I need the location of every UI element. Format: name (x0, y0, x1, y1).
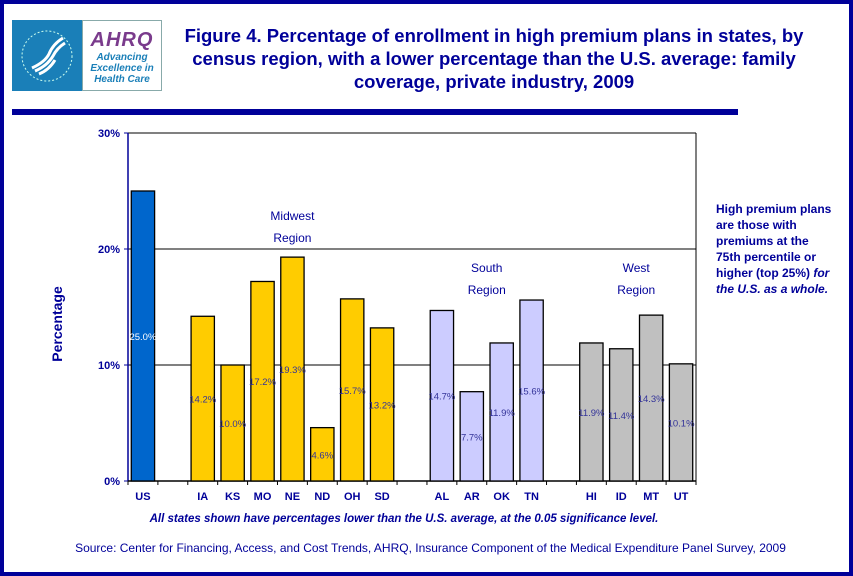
x-tick-label: SD (374, 491, 389, 503)
x-tick-label: MO (254, 491, 272, 503)
bar (130, 190, 156, 482)
data-label: 11.9% (489, 408, 516, 419)
hhs-eagle-icon (12, 20, 82, 91)
bar (519, 299, 544, 482)
region-label: Region (468, 283, 506, 297)
data-label: 19.3% (279, 365, 306, 376)
region-label: Region (273, 231, 311, 245)
bar (608, 348, 634, 482)
region-label: West (623, 261, 651, 275)
bar (638, 314, 664, 482)
bar (429, 309, 455, 482)
data-label: 13.2% (369, 400, 396, 411)
x-tick-label: MT (643, 491, 659, 503)
source-note: Source: Center for Financing, Access, an… (75, 541, 786, 555)
bar (310, 426, 335, 482)
bar (369, 327, 395, 482)
data-label: 4.6% (311, 450, 333, 461)
x-tick-label: OH (344, 491, 361, 503)
bar (280, 256, 305, 482)
data-label: 15.7% (339, 386, 366, 397)
x-tick-label: UT (674, 491, 689, 503)
x-tick-label: US (135, 491, 150, 503)
bar (459, 391, 485, 482)
region-label: South (471, 261, 502, 275)
bar (339, 298, 365, 482)
bar (668, 363, 694, 482)
footnote: All states shown have percentages lower … (149, 513, 659, 525)
data-label: 15.6% (518, 387, 545, 398)
data-label: 14.2% (189, 395, 216, 406)
y-tick-label: 0% (104, 476, 120, 488)
y-tick-label: 20% (98, 244, 120, 256)
header-divider (12, 109, 738, 115)
logo-brand: AHRQ (90, 29, 154, 51)
bar (250, 280, 275, 482)
x-tick-label: ID (616, 491, 627, 503)
x-tick-label: ND (314, 491, 330, 503)
data-label: 25.0% (129, 332, 156, 343)
bar (579, 342, 604, 482)
x-tick-label: KS (225, 491, 240, 503)
x-tick-label: OK (493, 491, 510, 503)
data-label: 10.1% (668, 418, 695, 429)
x-tick-label: AL (435, 491, 450, 503)
ahrq-logo: AHRQ Advancing Excellence in Health Care (12, 20, 162, 91)
region-label: Region (617, 283, 655, 297)
y-tick-label: 30% (98, 128, 120, 140)
side-note: High premium plans are those with premiu… (716, 202, 832, 296)
chart-title: Figure 4. Percentage of enrollment in hi… (184, 25, 804, 92)
data-label: 10.0% (219, 419, 246, 430)
bar (190, 315, 216, 482)
x-tick-label: HI (586, 491, 597, 503)
data-label: 11.9% (578, 408, 605, 419)
bar-chart: 0% 10% 20% 30% Percentage US 25.0% IA 14.2% KS 10.… (49, 128, 697, 503)
y-tick-label: 10% (98, 360, 120, 372)
x-tick-label: IA (197, 491, 208, 503)
data-label: 14.7% (428, 392, 455, 403)
x-tick-label: NE (285, 491, 300, 503)
data-label: 17.2% (249, 377, 276, 388)
data-label: 11.4% (608, 411, 635, 422)
bar (489, 342, 514, 482)
bar (220, 364, 245, 482)
y-axis-label: Percentage (49, 286, 65, 362)
data-label: 14.3% (638, 394, 665, 405)
x-tick-label: TN (524, 491, 539, 503)
data-label: 7.7% (461, 432, 483, 443)
region-label: Midwest (270, 209, 315, 223)
x-tick-label: AR (464, 491, 480, 503)
